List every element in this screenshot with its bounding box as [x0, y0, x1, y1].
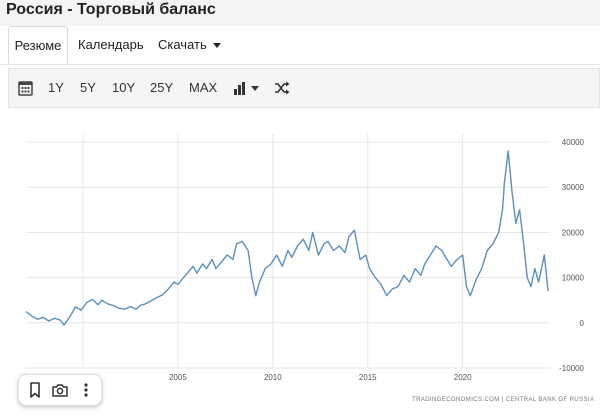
trade-balance-line	[25, 150, 549, 326]
range-10y-button[interactable]: 10Y	[112, 80, 136, 95]
y-tick-label: 0	[580, 319, 585, 328]
bookmark-icon[interactable]	[25, 380, 45, 400]
tab-resume[interactable]: Резюме	[8, 26, 68, 64]
chart-toolbar: 1Y 5Y 10Y 25Y MAX	[8, 68, 600, 108]
x-tick-label: 2015	[359, 373, 377, 382]
x-tick-label: 2010	[264, 373, 282, 382]
tab-download[interactable]: Скачать	[158, 26, 221, 64]
camera-icon[interactable]	[50, 380, 70, 400]
page-title: Россия - Торговый баланс	[6, 1, 216, 18]
y-tick-label: 30000	[562, 183, 585, 192]
range-5y-button[interactable]: 5Y	[80, 80, 96, 95]
y-tick-label: 10000	[562, 274, 585, 283]
source-note: TRADINGECONOMICS.COM | CENTRAL BANK OF R…	[412, 397, 595, 403]
x-tick-label: 2005	[169, 373, 187, 382]
shuffle-icon[interactable]	[274, 81, 290, 97]
line-chart: -100000100002000030000400002000200520102…	[25, 134, 585, 382]
floating-action-bar	[18, 374, 102, 406]
tab-calendar[interactable]: Календарь	[78, 37, 144, 52]
more-vertical-icon[interactable]	[76, 380, 96, 400]
range-max-button[interactable]: MAX	[189, 80, 218, 95]
range-1y-button[interactable]: 1Y	[48, 80, 64, 95]
y-tick-label: 20000	[562, 228, 585, 237]
y-tick-label: 40000	[562, 138, 585, 147]
range-25y-button[interactable]: 25Y	[150, 80, 174, 95]
tab-bar: Резюме Календарь Скачать	[0, 26, 600, 65]
x-tick-label: 2020	[454, 373, 472, 382]
bar-chart-icon[interactable]	[233, 81, 261, 97]
calendar-icon[interactable]	[18, 80, 33, 96]
chevron-down-icon	[212, 43, 221, 49]
tab-download-label: Скачать	[158, 37, 207, 52]
y-tick-label: -10000	[559, 364, 584, 373]
title-bar: Россия - Торговый баланс	[0, 0, 600, 26]
chart-area: -100000100002000030000400002000200520102…	[8, 108, 600, 418]
